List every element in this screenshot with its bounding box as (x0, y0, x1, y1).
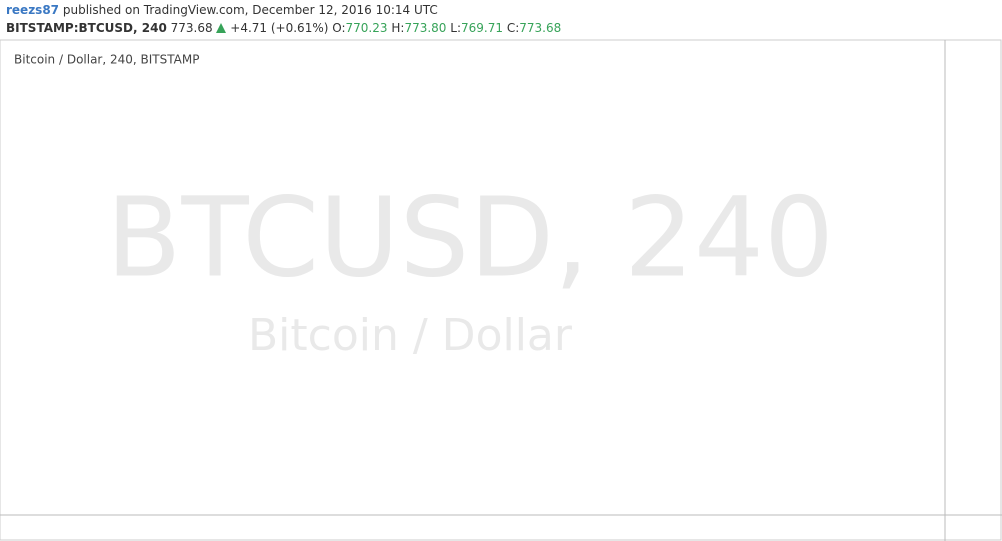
symbol-line: BITSTAMP:BTCUSD, 240 773.68 +4.71 (+0.61… (6, 21, 561, 35)
symbol: BITSTAMP:BTCUSD, 240 (6, 21, 167, 35)
c-label: C: (506, 21, 520, 35)
c-value: 773.68 (519, 21, 562, 35)
published: published on TradingView.com, December 1… (62, 3, 438, 17)
legend-title: Bitcoin / Dollar, 240, BITSTAMP (14, 53, 199, 67)
l-label: L: (450, 21, 461, 35)
o-label: O: (332, 21, 346, 35)
watermark-description: Bitcoin / Dollar (248, 310, 573, 361)
change: +4.71 (+0.61%) (230, 21, 329, 35)
up-arrow (216, 23, 227, 33)
h-value: 773.80 (404, 21, 447, 35)
l-value: 769.71 (461, 21, 503, 35)
h-label: H: (391, 21, 405, 35)
watermark-symbol: BTCUSD, 240 (106, 173, 834, 301)
price: 773.68 (170, 21, 213, 35)
user[interactable]: reezs87 (6, 3, 60, 17)
o-value: 770.23 (345, 21, 388, 35)
frame (0, 39, 1002, 541)
publish-line: reezs87 published on TradingView.com, De… (6, 3, 438, 17)
header: reezs87 published on TradingView.com, De… (0, 0, 1002, 40)
